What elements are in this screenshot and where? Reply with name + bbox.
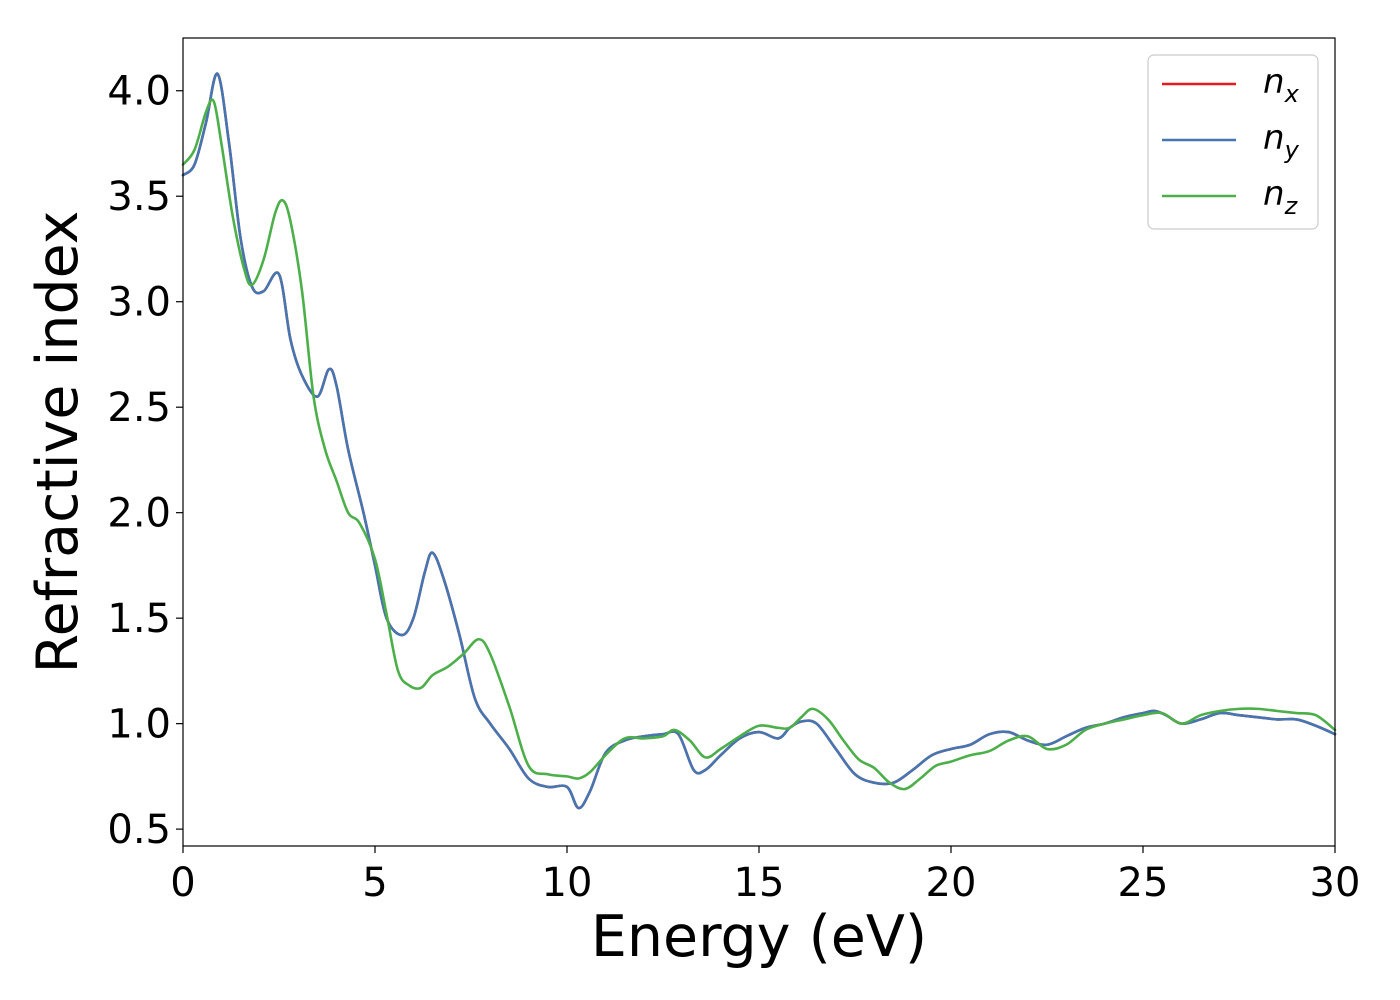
y-tick-label: 3.5 <box>107 174 171 220</box>
x-tick-label: 25 <box>1118 860 1169 906</box>
legend-label-nz: nz <box>1263 174 1299 220</box>
x-tick-label: 20 <box>926 860 977 906</box>
plot-area <box>183 38 1335 846</box>
legend: nx ny nz <box>1147 54 1319 230</box>
x-tick-label: 0 <box>170 860 195 906</box>
x-tick-label: 10 <box>542 860 593 906</box>
x-tick-label: 5 <box>362 860 387 906</box>
x-tick-label: 15 <box>734 860 785 906</box>
y-axis-label: Refractive index <box>25 211 91 674</box>
legend-entries: nx ny nz <box>1162 62 1300 220</box>
y-tick-label: 3.0 <box>107 280 171 326</box>
y-tick-label: 0.5 <box>107 807 171 853</box>
y-tick-label: 1.5 <box>107 596 171 642</box>
x-tick-label: 30 <box>1310 860 1361 906</box>
y-tick-label: 4.0 <box>107 69 171 115</box>
x-axis-ticks: 0 5 10 15 20 25 30 <box>170 846 1360 906</box>
series-line-nz <box>181 98 1337 791</box>
series-line-ny <box>181 72 1337 810</box>
legend-label-ny: ny <box>1263 118 1300 164</box>
y-tick-label: 2.0 <box>107 491 171 537</box>
y-axis-ticks: 0.5 1.0 1.5 2.0 2.5 3.0 3.5 4.0 <box>107 69 183 853</box>
legend-box <box>1147 54 1319 230</box>
y-tick-label: 2.5 <box>107 385 171 431</box>
y-tick-label: 1.0 <box>107 702 171 748</box>
series-layer <box>181 72 1337 810</box>
x-axis-label: Energy (eV) <box>591 904 927 970</box>
legend-label-nx: nx <box>1263 62 1300 108</box>
